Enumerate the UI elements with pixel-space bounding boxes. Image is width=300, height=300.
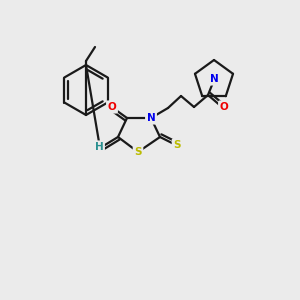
- Text: H: H: [94, 142, 103, 152]
- Text: O: O: [108, 102, 116, 112]
- Text: S: S: [134, 147, 142, 157]
- Text: O: O: [220, 102, 228, 112]
- Text: N: N: [147, 113, 155, 123]
- Text: N: N: [210, 74, 218, 84]
- Text: S: S: [173, 140, 181, 150]
